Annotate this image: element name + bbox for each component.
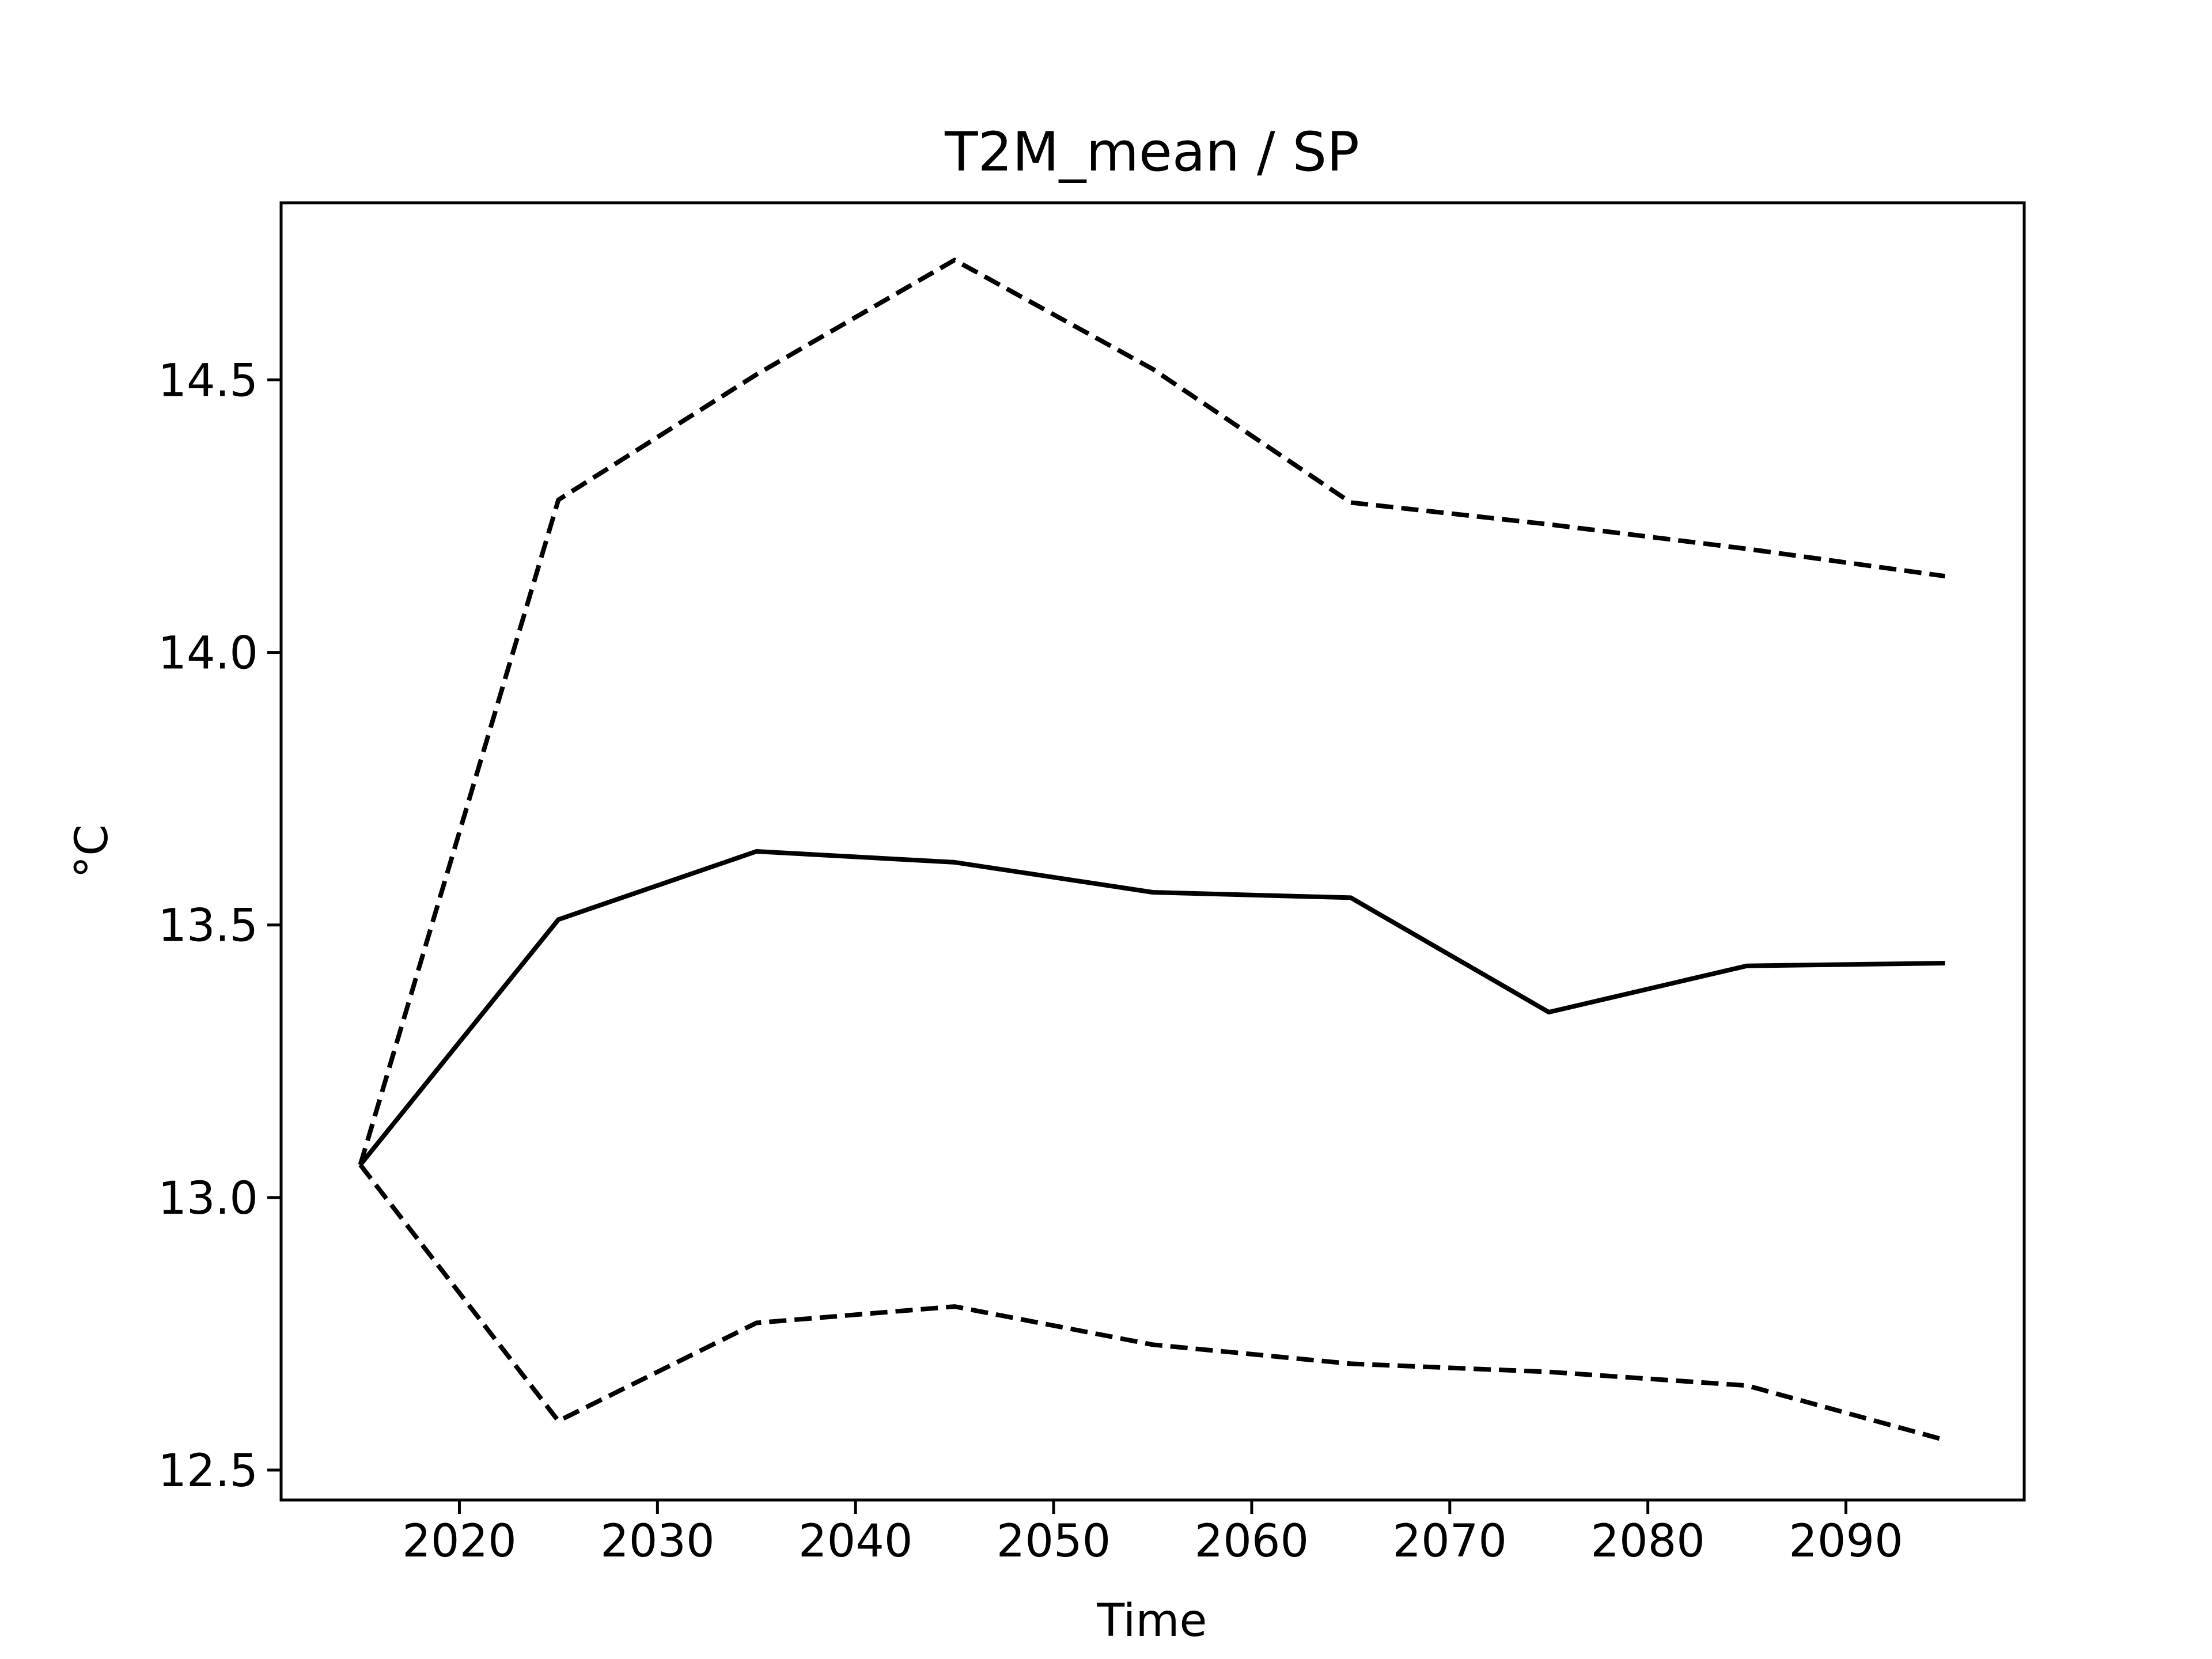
x-tick-label: 2060	[1195, 1516, 1309, 1567]
series-layer	[358, 257, 1946, 1442]
series-line-mean-solid-line	[358, 849, 1945, 1166]
y-axis-ticks: 12.5 13.0 13.5 14.0 14.5	[158, 355, 281, 1497]
series-line-upper-bound-dashed-line	[358, 257, 1946, 1166]
x-axis-ticks: 2020 2030 2040 2050 2060 2070 2080 2090	[402, 1500, 1903, 1567]
y-axis-label: °C	[66, 824, 118, 878]
y-tick-label: 12.5	[158, 1445, 258, 1497]
x-tick-label: 2050	[997, 1516, 1111, 1567]
series-line-lower-bound-dashed-line	[358, 1163, 1946, 1442]
y-tick-label: 13.0	[158, 1173, 258, 1225]
x-tick-label: 2080	[1590, 1516, 1705, 1567]
x-tick-label: 2030	[600, 1516, 715, 1567]
x-tick-label: 2070	[1393, 1516, 1508, 1567]
chart-title: T2M_mean / SP	[944, 121, 1359, 184]
plot-area-frame	[279, 201, 2026, 1502]
y-tick-label: 14.5	[158, 355, 258, 407]
x-tick-label: 2090	[1789, 1516, 1903, 1567]
x-tick-label: 2040	[798, 1516, 913, 1567]
x-tick-label: 2020	[402, 1516, 517, 1567]
x-axis-label: Time	[1097, 1595, 1207, 1647]
y-tick-label: 14.0	[158, 628, 258, 680]
y-tick-label: 13.5	[158, 900, 258, 952]
